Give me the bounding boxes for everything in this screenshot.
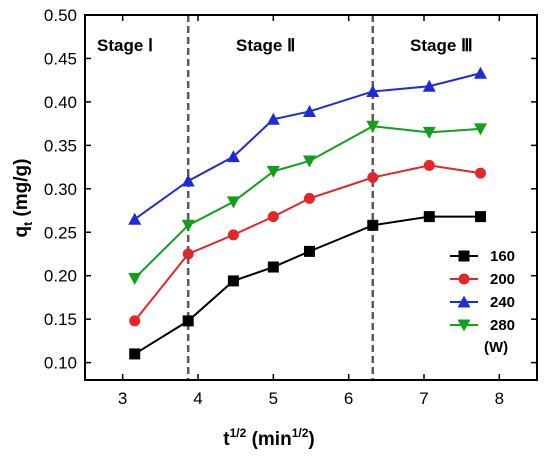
legend-label-200: 200 — [490, 271, 515, 288]
x-tick-label: 5 — [269, 389, 278, 408]
y-axis: 0.10 0.15 0.20 0.25 0.30 0.35 0.40 0.45 0.50 — [44, 6, 537, 373]
series-markers — [128, 66, 487, 360]
data-point-240 — [266, 112, 280, 125]
y-tick-label: 0.25 — [44, 223, 77, 242]
data-point-280 — [226, 196, 240, 209]
data-point-280 — [266, 165, 280, 178]
data-point-160 — [423, 211, 435, 223]
y-tick-label: 0.50 — [44, 6, 77, 25]
stage-dividers — [186, 15, 375, 380]
stage-label-3: Stage Ⅲ — [410, 36, 473, 55]
data-point-280 — [128, 272, 142, 285]
stage-label-2: Stage Ⅱ — [236, 36, 295, 55]
y-tick-label: 0.15 — [44, 310, 77, 329]
data-point-200 — [475, 167, 486, 179]
y-tick-label: 0.40 — [44, 93, 77, 112]
y-tick-label: 0.45 — [44, 49, 77, 68]
series-line-160 — [134, 215, 481, 355]
data-point-240 — [422, 79, 436, 92]
data-point-240 — [302, 104, 316, 117]
y-tick-label: 0.20 — [44, 267, 77, 286]
data-point-240 — [366, 84, 380, 97]
series-line-280 — [134, 125, 481, 280]
series-line-240 — [134, 72, 481, 221]
data-point-280 — [366, 120, 380, 133]
x-axis-title: t1/2 (min1/2) — [223, 426, 314, 450]
plot-frame — [84, 14, 538, 381]
y-axis-title: qt (mg/g) — [11, 159, 35, 238]
data-point-200 — [367, 172, 379, 184]
legend-marker-160 — [458, 250, 470, 262]
x-tick-label: 8 — [495, 389, 504, 408]
data-point-160 — [367, 219, 379, 231]
series-lines — [133, 72, 481, 355]
legend: 160 200 240 280 (W) — [450, 248, 515, 356]
data-point-200 — [303, 192, 315, 204]
data-point-160 — [303, 245, 315, 257]
x-axis: 3 4 5 6 7 8 — [118, 15, 504, 408]
legend-marker-200 — [458, 273, 470, 285]
data-point-160 — [267, 261, 279, 273]
data-point-200 — [227, 229, 239, 241]
data-point-200 — [423, 159, 435, 171]
data-point-240 — [226, 150, 240, 163]
x-tick-label: 4 — [193, 389, 202, 408]
data-point-200 — [267, 211, 279, 223]
data-point-240 — [474, 66, 487, 79]
data-point-160 — [475, 211, 486, 223]
x-tick-label: 7 — [419, 389, 428, 408]
data-point-280 — [302, 155, 316, 168]
data-point-160 — [182, 315, 194, 327]
stage-label-1: Stage Ⅰ — [97, 36, 153, 55]
data-point-280 — [181, 219, 195, 232]
data-point-280 — [422, 126, 436, 139]
legend-label-240: 240 — [490, 294, 515, 311]
legend-unit: (W) — [484, 339, 508, 356]
data-point-280 — [474, 123, 487, 136]
y-tick-label: 0.10 — [44, 354, 77, 373]
data-point-200 — [129, 315, 141, 327]
x-tick-label: 3 — [118, 389, 127, 408]
y-tick-label: 0.35 — [44, 136, 77, 155]
legend-marker-280 — [457, 319, 471, 332]
legend-label-280: 280 — [490, 317, 515, 334]
data-point-240 — [128, 212, 142, 225]
y-tick-label: 0.30 — [44, 180, 77, 199]
legend-label-160: 160 — [490, 248, 515, 265]
data-point-160 — [129, 348, 141, 360]
x-tick-label: 6 — [344, 389, 353, 408]
data-point-160 — [227, 275, 239, 287]
data-point-240 — [181, 174, 195, 187]
legend-marker-240 — [457, 295, 471, 308]
data-point-200 — [182, 248, 194, 260]
series-line-200 — [133, 164, 481, 322]
